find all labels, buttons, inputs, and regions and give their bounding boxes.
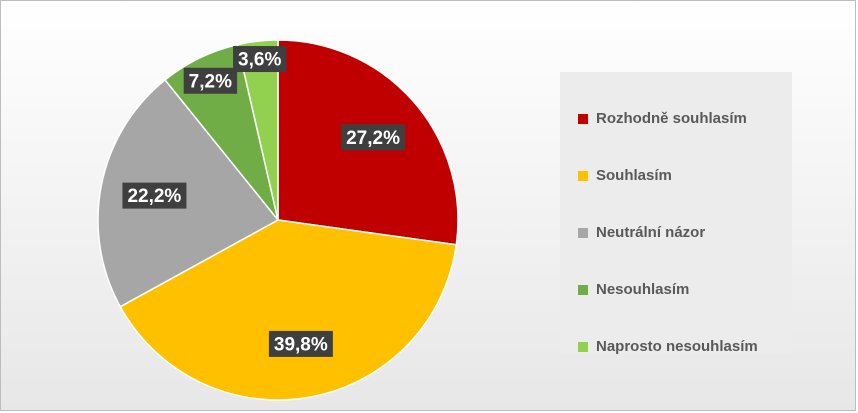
legend-item-naprosto-nesouhlasim: Naprosto nesouhlasím <box>560 318 792 375</box>
data-label-2: 22,2% <box>122 182 187 209</box>
data-label-box <box>341 124 406 151</box>
chart-legend: Rozhodně souhlasím Souhlasím Neutrální n… <box>560 72 792 355</box>
pie-slice-2 <box>97 78 280 308</box>
legend-swatch <box>578 113 588 124</box>
data-label-text: 39,8% <box>274 334 328 355</box>
legend-label: Rozhodně souhlasím <box>596 110 747 127</box>
pie-slice-4 <box>236 39 279 221</box>
legend-item-nesouhlasim: Nesouhlasím <box>560 261 792 318</box>
data-label-3: 7,2% <box>183 67 238 94</box>
data-label-text: 27,2% <box>346 128 400 149</box>
data-label-text: 3,6% <box>238 50 281 71</box>
data-label-text: 7,2% <box>189 71 232 92</box>
legend-swatch <box>578 341 588 352</box>
data-label-text: 22,2% <box>127 186 181 207</box>
legend-label: Nesouhlasím <box>596 281 690 298</box>
legend-label: Neutrální názor <box>596 224 706 241</box>
legend-item-neutralni-nazor: Neutrální názor <box>560 204 792 261</box>
legend-swatch <box>578 170 588 181</box>
legend-item-rozhodne-souhlasim: Rozhodně souhlasím <box>560 90 792 147</box>
legend-label: Souhlasím <box>596 167 672 184</box>
legend-item-souhlasim: Souhlasím <box>560 147 792 204</box>
legend-label: Naprosto nesouhlasím <box>596 338 758 355</box>
data-label-1: 39,8% <box>268 330 333 357</box>
data-label-box <box>268 330 333 357</box>
data-label-box <box>233 46 287 73</box>
pie-slice-1 <box>119 219 458 401</box>
data-label-0: 27,2% <box>341 124 406 151</box>
legend-swatch <box>578 227 588 238</box>
data-label-box <box>122 182 187 209</box>
data-label-box <box>183 67 238 94</box>
legend-swatch <box>578 284 588 295</box>
data-label-4: 3,6% <box>233 46 287 73</box>
